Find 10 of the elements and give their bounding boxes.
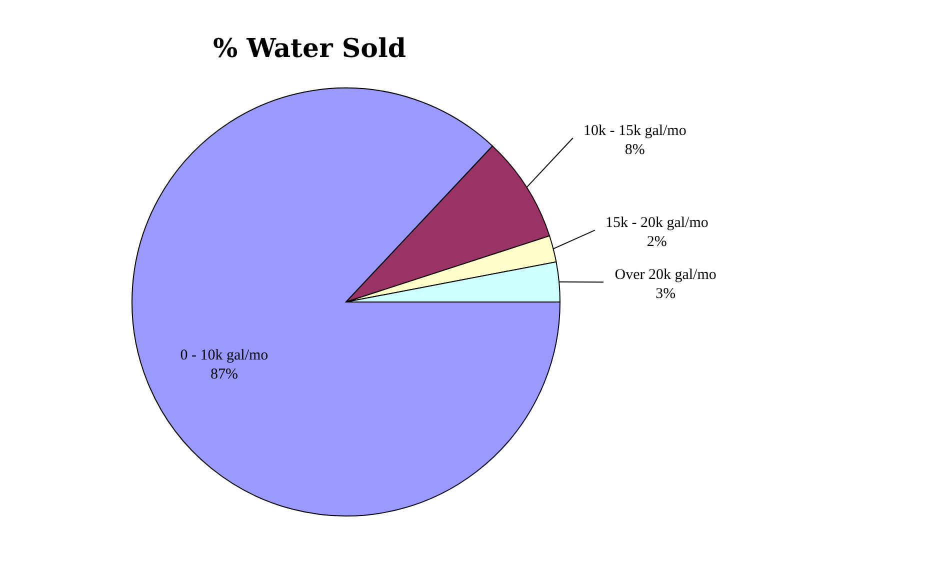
slice-label: Over 20k gal/mo xyxy=(614,267,716,284)
data-label: 3% xyxy=(656,286,676,302)
slice-label: 0 - 10k gal/mo xyxy=(180,348,268,364)
pie-slice xyxy=(132,88,560,516)
data-label: 87% xyxy=(210,366,238,383)
chart-title: % Water Sold xyxy=(213,34,406,64)
slice-label: 15k - 20k gal/mo xyxy=(605,215,708,232)
data-label: 8% xyxy=(624,142,645,158)
slice-label: 10k - 15k gal/mo xyxy=(583,123,686,139)
data-label: 2% xyxy=(646,234,667,250)
